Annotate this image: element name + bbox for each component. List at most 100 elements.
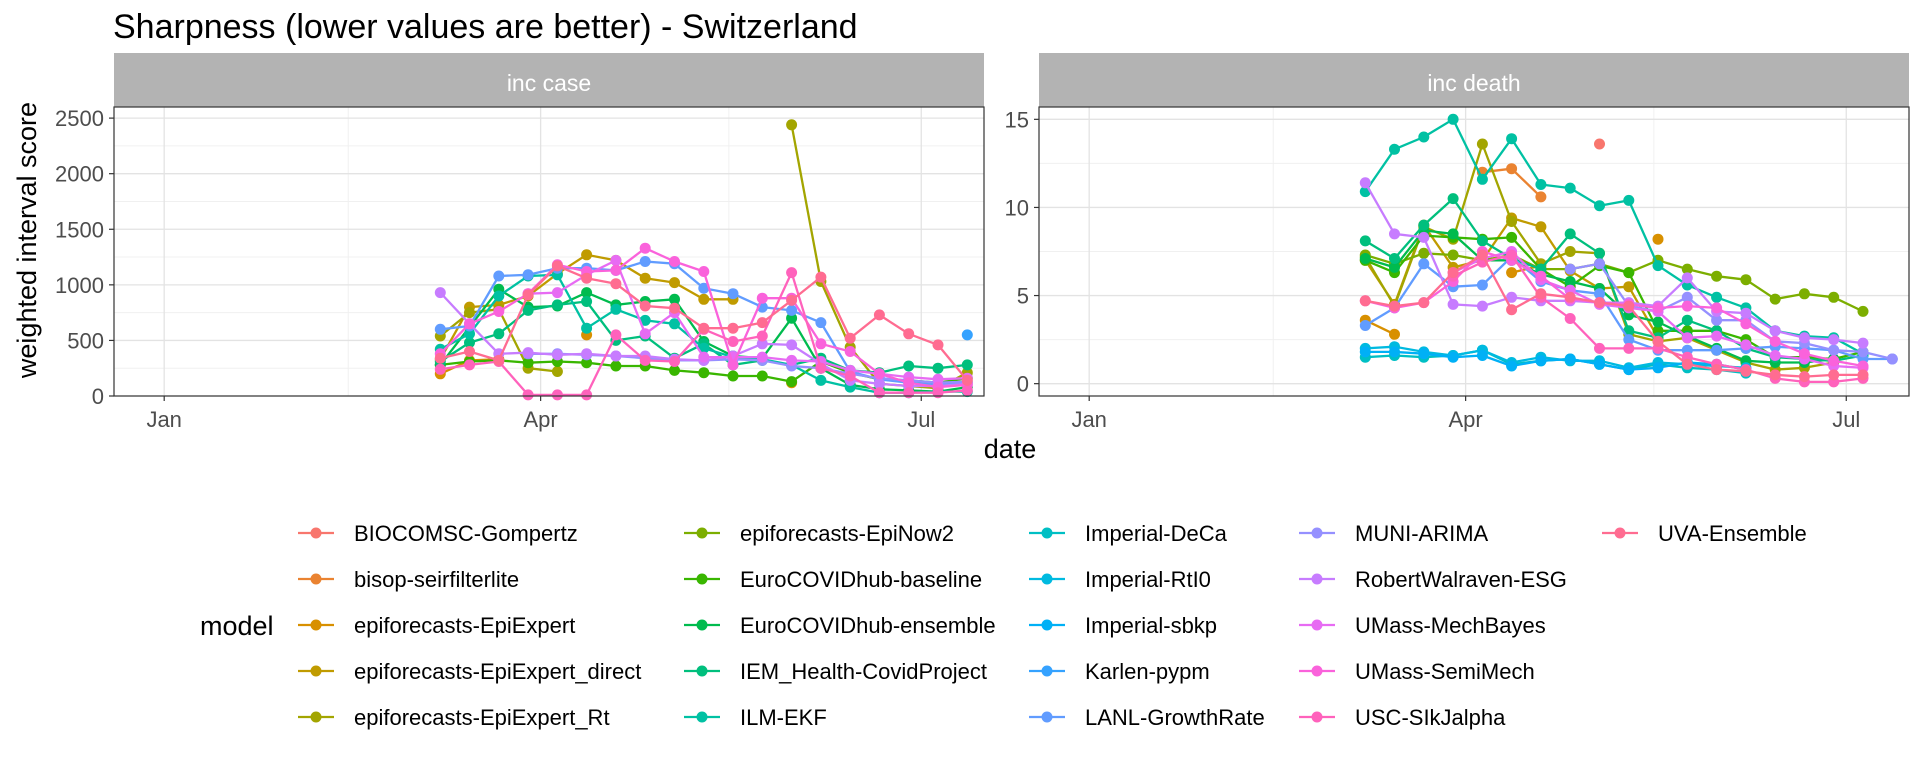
data-point [1476,300,1488,312]
data-point [610,303,622,315]
data-point [1711,270,1723,282]
data-point [1623,194,1635,206]
data-point [1857,346,1869,358]
data-point [873,378,885,390]
data-point [1681,358,1693,370]
data-point [464,346,475,357]
data-point [815,362,827,374]
data-point [1564,182,1576,194]
data-point [522,304,534,316]
data-point [1711,291,1723,303]
data-point [581,389,593,401]
data-point [1564,228,1576,240]
data-point [1535,191,1547,203]
data-point [610,350,622,362]
facet-strip-label: inc death [1427,70,1520,96]
data-point [1681,291,1693,303]
data-point [1389,228,1400,240]
data-point [786,376,798,388]
data-point [1740,365,1752,377]
legend-item: Imperial-DeCa [1029,521,1228,546]
data-point [698,282,710,294]
data-point [1652,260,1664,272]
y-tick-label: 5 [1017,284,1029,309]
data-point [1623,300,1635,312]
data-point [698,351,710,363]
legend-label: Imperial-sbkp [1085,613,1217,638]
chart-title: Sharpness (lower values are better) - Sw… [113,8,858,46]
legend-label: epiforecasts-EpiExpert [354,613,575,638]
y-tick-label: 10 [1005,195,1029,220]
data-point [1359,346,1371,358]
data-point [1418,219,1430,231]
legend-item: epiforecasts-EpiExpert_Rt [298,705,610,730]
legend-item: epiforecasts-EpiExpert_direct [298,659,641,684]
data-point [698,322,710,334]
data-point [1681,263,1693,275]
x-tick-label: Jan [1071,407,1106,432]
legend-label: EuroCOVIDhub-baseline [740,567,982,592]
legend-label: MUNI-ARIMA [1355,521,1489,546]
data-point [669,293,680,305]
data-point [1447,113,1459,125]
data-point [756,317,768,329]
data-point [1623,281,1635,293]
data-point [1535,179,1547,190]
data-point [522,269,534,281]
data-point [756,351,768,363]
legend: BIOCOMSC-Gompertz bisop-seirfilterlite epi… [298,521,1807,730]
series-uva-ensemble [1359,249,1869,383]
legend-key-point [1041,711,1053,723]
data-point [961,374,973,386]
data-point [551,366,563,377]
legend-key-point [696,527,708,539]
data-point [1769,369,1781,381]
data-point [1359,320,1371,331]
data-point [1564,246,1576,257]
legend-label: RobertWalraven-ESG [1355,567,1567,592]
data-point [434,363,446,375]
data-point [434,352,446,364]
legend-label: epiforecasts-EpiExpert_Rt [354,705,610,730]
legend-label: Imperial-RtI0 [1085,567,1211,592]
facet-strip [114,53,984,107]
legend-item: Imperial-RtI0 [1029,567,1211,592]
data-point [1389,143,1400,155]
data-point [639,314,651,326]
x-tick-label: Jul [1832,407,1860,432]
data-point [639,256,651,267]
legend-item: MUNI-ARIMA [1299,521,1489,546]
series-uva-ensemble [434,260,973,386]
y-tick-label: 1500 [55,217,104,242]
data-point [1506,216,1518,227]
legend-key-point [696,619,708,631]
data-point [1681,272,1693,284]
data-point [1623,334,1635,346]
data-point [1711,314,1723,326]
y-tick-label: 2000 [55,162,104,187]
data-point [551,299,563,311]
data-point [1711,344,1723,356]
legend-key-point [1041,619,1053,631]
data-point [1740,339,1752,351]
data-point [1359,253,1371,264]
legend-key-point [310,665,322,677]
data-point [639,272,651,284]
data-point [1447,193,1459,205]
legend-key-point [696,711,708,723]
legend-label: LANL-GrowthRate [1085,705,1265,730]
data-point [903,360,915,372]
data-point [873,368,885,380]
data-point [1535,270,1547,282]
data-point [903,328,915,340]
data-point [464,318,475,330]
x-tick-label: Jan [146,407,181,432]
data-point [756,370,768,382]
data-point [522,357,534,369]
data-point [1740,274,1752,286]
data-point [1652,335,1664,347]
data-point [639,242,651,254]
data-point [786,312,798,324]
legend-item: UMass-MechBayes [1299,613,1546,638]
data-point [786,119,798,131]
